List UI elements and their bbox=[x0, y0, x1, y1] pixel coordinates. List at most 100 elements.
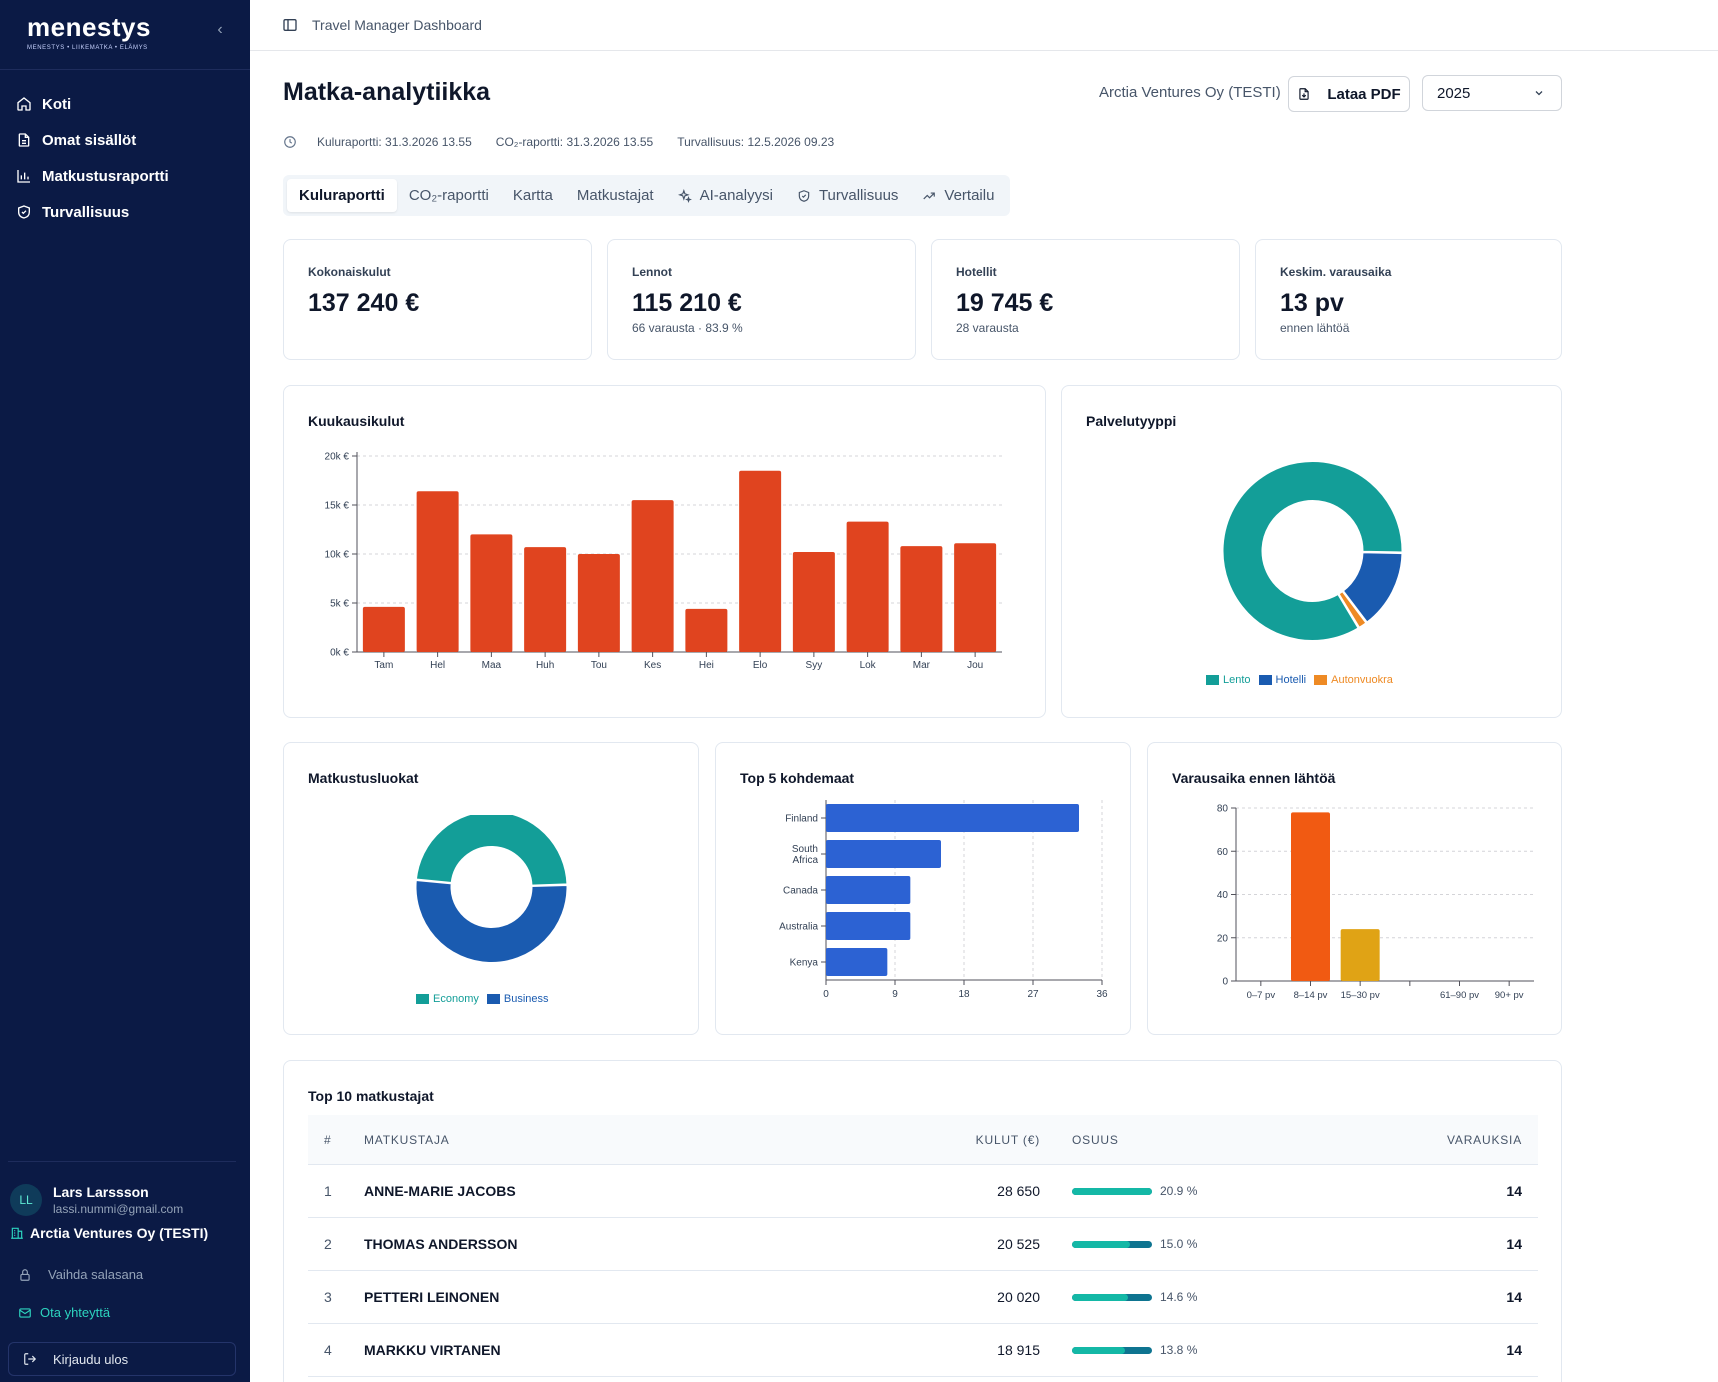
column-header-traveler[interactable]: MATKUSTAJA bbox=[364, 1132, 450, 1147]
user-name: Lars Larssson bbox=[53, 1184, 149, 1200]
bar-tou bbox=[577, 554, 620, 652]
toggle-sidebar-icon[interactable] bbox=[282, 17, 298, 33]
brand-tagline: MENESTYS • LIIKEMATKA • ELÄMYS bbox=[27, 45, 148, 51]
sidebar-item-turvallisuus[interactable]: Turvallisuus bbox=[0, 194, 250, 230]
legend-item-lento: Lento bbox=[1206, 674, 1251, 686]
contact-link[interactable]: Ota yhteyttä bbox=[18, 1305, 110, 1320]
share-bar-fill bbox=[1072, 1293, 1128, 1301]
legend-label: Economy bbox=[433, 993, 479, 1005]
change-password-label: Vaihda salasana bbox=[48, 1267, 144, 1282]
tab-kartta[interactable]: Kartta bbox=[512, 187, 553, 204]
rank-cell: 2 bbox=[324, 1236, 332, 1252]
bar-huh bbox=[524, 547, 567, 652]
chart-legend: Economy Business bbox=[416, 993, 557, 1005]
x-tick-label: Tam bbox=[374, 660, 393, 671]
avatar: LL bbox=[10, 1184, 42, 1216]
bar-australia bbox=[826, 912, 911, 940]
x-tick-label: 18 bbox=[958, 989, 970, 1000]
legend-item-hotelli: Hotelli bbox=[1258, 674, 1306, 686]
top-travelers-card: Top 10 matkustajat # MATKUSTAJA KULUT (€… bbox=[283, 1060, 1562, 1382]
chart-legend: Lento Hotelli Autonvuokra bbox=[1206, 674, 1401, 686]
legend-swatch bbox=[1258, 675, 1272, 685]
logout-icon bbox=[24, 1353, 37, 1365]
x-tick-label: 15–30 pv bbox=[1341, 990, 1380, 1001]
x-tick-label: Tou bbox=[591, 660, 607, 671]
kpi-card-avg-lead-time: Keskim. varausaika 13 pv ennen lähtöä bbox=[1255, 239, 1562, 360]
bar-mar bbox=[900, 546, 943, 652]
x-tick-label: Lok bbox=[860, 660, 877, 671]
year-select[interactable]: 2025 bbox=[1422, 75, 1562, 111]
y-tick-label: 40 bbox=[1217, 890, 1229, 901]
x-tick-label: 90+ pv bbox=[1495, 990, 1524, 1001]
y-tick-label: 60 bbox=[1217, 847, 1229, 858]
logout-button[interactable]: Kirjaudu ulos bbox=[8, 1342, 236, 1376]
column-header-cost[interactable]: KULUT (€) bbox=[975, 1132, 1040, 1147]
kpi-value: 137 240 € bbox=[308, 289, 420, 317]
kpi-label: Kokonaiskulut bbox=[308, 265, 391, 279]
collapse-sidebar-icon[interactable]: ‹ bbox=[217, 21, 223, 38]
tab-matkustajat[interactable]: Matkustajat bbox=[576, 187, 654, 204]
tab-co2-raportti[interactable]: CO₂-raportti bbox=[408, 187, 489, 204]
divider bbox=[8, 1161, 236, 1162]
share-cell: 13.8 % bbox=[1040, 1343, 1340, 1357]
legend-swatch bbox=[1206, 675, 1219, 685]
mail-icon bbox=[19, 1307, 31, 1318]
divider bbox=[0, 69, 250, 70]
sidebar-item-matkustusraportti[interactable]: Matkustusraportti bbox=[0, 158, 250, 194]
table-row[interactable]: 3 PETTERI LEINONEN 20 020 14.6 % 14 bbox=[308, 1271, 1538, 1324]
kpi-value: 13 pv bbox=[1280, 289, 1344, 317]
lock-icon bbox=[20, 1268, 30, 1281]
table-header: # MATKUSTAJA KULUT (€) OSUUS VARAUKSIA bbox=[308, 1115, 1538, 1165]
bar-15-30-pv bbox=[1340, 929, 1380, 981]
traveler-name-cell: THOMAS ANDERSSON bbox=[364, 1236, 518, 1252]
cost-cell: 28 650 bbox=[997, 1183, 1040, 1199]
legend-label: Lento bbox=[1223, 674, 1251, 686]
share-value: 15.0 % bbox=[1160, 1237, 1198, 1251]
kpi-subtext: ennen lähtöä bbox=[1280, 321, 1350, 335]
bar-chart-icon bbox=[17, 170, 30, 183]
tab-label: Vertailu bbox=[944, 187, 995, 204]
table-row[interactable]: 2 THOMAS ANDERSSON 20 525 15.0 % 14 bbox=[308, 1218, 1538, 1271]
bar-maa bbox=[470, 534, 513, 652]
tab-turvallisuus[interactable]: Turvallisuus bbox=[785, 179, 910, 212]
booking-lead-time-chart: 0 20 40 60 80 0–7 pv 8–14 pv 15–30 pv 61–90 pv 90… bbox=[1217, 804, 1534, 1001]
top-destinations-card: Top 5 kohdemaat 0 9 18 27 36 Finland South Afri… bbox=[715, 742, 1131, 1035]
download-pdf-button[interactable]: Lataa PDF bbox=[1288, 76, 1410, 112]
traveler-name-cell: ANNE-MARIE JACOBS bbox=[364, 1183, 516, 1199]
tab-ai-analyysi[interactable]: AI-analyysi bbox=[666, 179, 785, 212]
slice-autonvuokra bbox=[1337, 589, 1368, 630]
x-tick-label: 36 bbox=[1096, 989, 1108, 1000]
sidebar-item-label: Turvallisuus bbox=[42, 203, 130, 221]
logout-label: Kirjaudu ulos bbox=[53, 1351, 129, 1367]
brand-logo[interactable]: menestys MENESTYS • LIIKEMATKA • ELÄMYS bbox=[27, 12, 151, 51]
y-tick-label: Canada bbox=[783, 886, 818, 897]
document-icon bbox=[18, 133, 30, 147]
table-row[interactable]: 4 MARKKU VIRTANEN 18 915 13.8 % 14 bbox=[308, 1324, 1538, 1377]
sidebar-item-koti[interactable]: Koti bbox=[0, 86, 250, 122]
y-tick-label: Australia bbox=[779, 922, 818, 933]
tab-label: AI-analyysi bbox=[699, 187, 773, 204]
kpi-value: 115 210 € bbox=[632, 289, 742, 317]
sidebar-nav: Koti Omat sisällöt Matkustusraportti Tur… bbox=[0, 86, 250, 230]
tab-vertailu[interactable]: Vertailu bbox=[910, 179, 1006, 212]
chart-title: Varausaika ennen lähtöä bbox=[1172, 770, 1336, 786]
change-password-link[interactable]: Vaihda salasana bbox=[18, 1267, 143, 1282]
x-tick-label: 0 bbox=[823, 989, 829, 1000]
chart-title: Top 5 kohdemaat bbox=[740, 770, 855, 786]
share-cell: 14.6 % bbox=[1040, 1290, 1340, 1304]
column-header-rank[interactable]: # bbox=[324, 1132, 332, 1147]
shield-icon bbox=[18, 205, 30, 219]
column-header-share[interactable]: OSUUS bbox=[1072, 1132, 1119, 1147]
bar-tam bbox=[362, 606, 405, 652]
table-row[interactable]: 1 ANNE-MARIE JACOBS 28 650 20.9 % 14 bbox=[308, 1165, 1538, 1218]
y-tick-label: 20 bbox=[1217, 933, 1229, 944]
kpi-label: Hotellit bbox=[956, 265, 997, 279]
x-tick-label: Huh bbox=[536, 660, 554, 671]
tab-kuluraportti[interactable]: Kuluraportti bbox=[287, 179, 397, 212]
contact-label: Ota yhteyttä bbox=[40, 1305, 111, 1320]
share-bar-fill bbox=[1072, 1187, 1152, 1195]
column-header-bookings[interactable]: VARAUKSIA bbox=[1447, 1132, 1522, 1147]
y-tick-label: Kenya bbox=[790, 958, 819, 969]
sidebar-item-omat-sisallot[interactable]: Omat sisällöt bbox=[0, 122, 250, 158]
